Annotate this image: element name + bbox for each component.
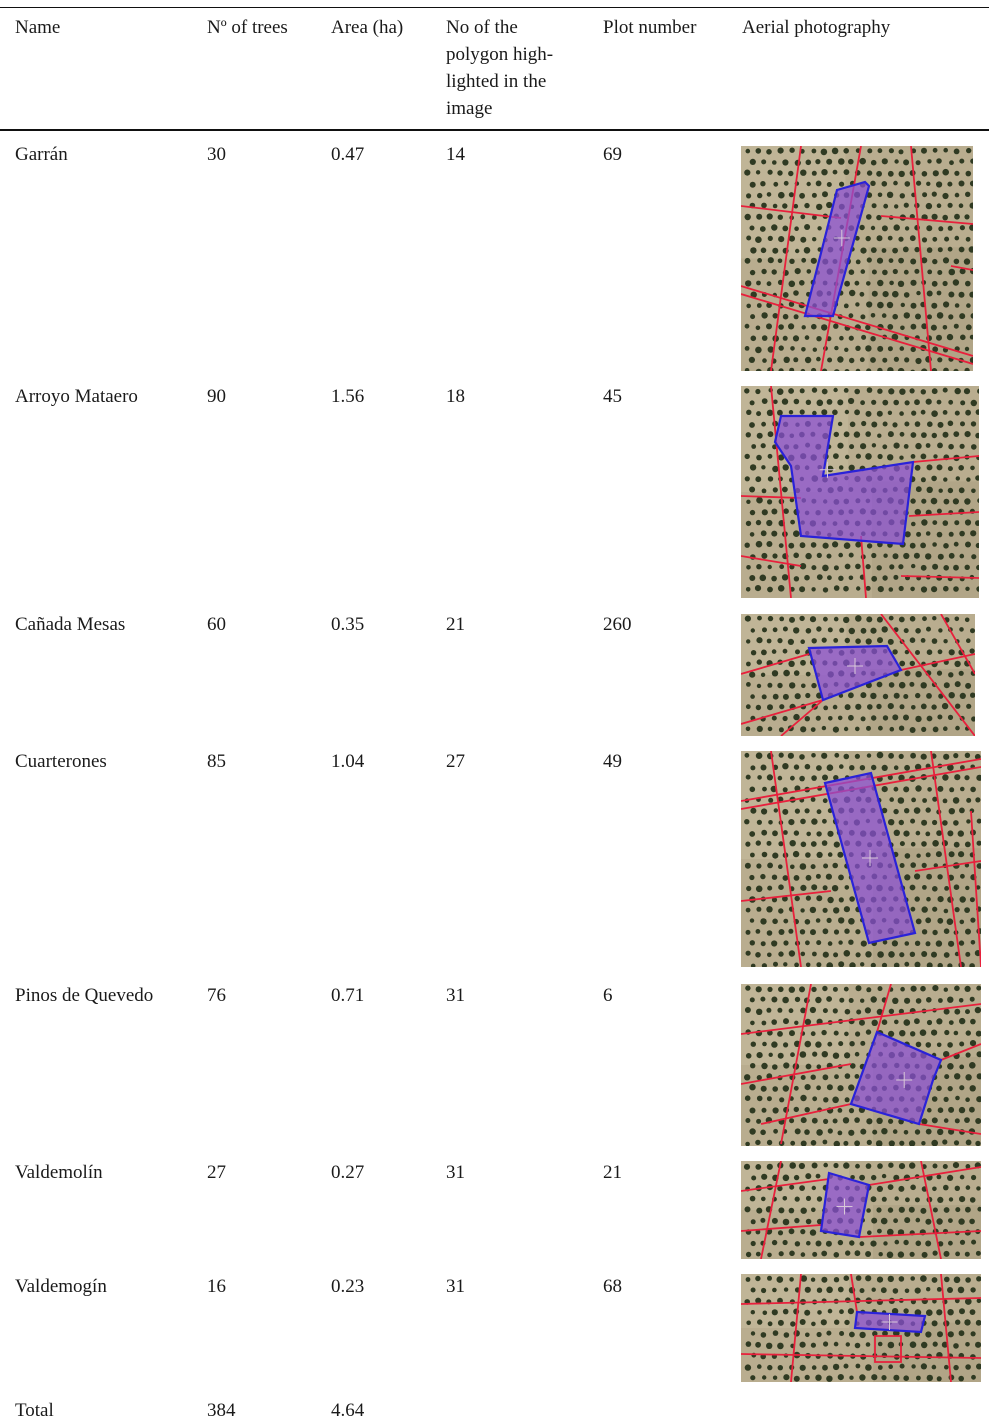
header-polygon-line: image <box>446 98 493 119</box>
cell-plot: 69 <box>603 144 622 165</box>
cell-area: 0.71 <box>331 985 365 1006</box>
total-area: 4.64 <box>331 1400 365 1421</box>
cell-name: Cañada Mesas <box>15 614 126 635</box>
cell-trees: 85 <box>207 751 226 772</box>
header-polygon: No of the polygon high- lighted in the i… <box>446 14 553 122</box>
cell-name: Cuarterones <box>15 751 107 772</box>
aerial-photo <box>741 751 981 967</box>
table-top-rule <box>0 7 989 8</box>
cell-plot: 260 <box>603 614 632 635</box>
header-bottom-rule <box>0 129 989 131</box>
header-photo: Aerial photography <box>742 17 891 38</box>
cell-polygon: 21 <box>446 614 465 635</box>
aerial-photo <box>741 386 979 598</box>
cell-plot: 68 <box>603 1276 622 1297</box>
aerial-photo <box>741 614 975 736</box>
cell-area: 0.23 <box>331 1276 365 1297</box>
total-trees: 384 <box>207 1400 236 1421</box>
cell-trees: 27 <box>207 1162 226 1183</box>
cell-polygon: 31 <box>446 1162 465 1183</box>
header-plot: Plot number <box>603 17 697 38</box>
cell-plot: 21 <box>603 1162 622 1183</box>
cell-area: 0.27 <box>331 1162 365 1183</box>
cell-area: 0.47 <box>331 144 365 165</box>
cell-trees: 30 <box>207 144 226 165</box>
aerial-photo <box>741 984 981 1146</box>
header-area: Area (ha) <box>331 17 404 38</box>
header-polygon-line: No of the <box>446 17 518 38</box>
cell-plot: 45 <box>603 386 622 407</box>
total-label: Total <box>15 1400 54 1421</box>
cell-name: Arroyo Mataero <box>15 386 138 407</box>
cell-polygon: 14 <box>446 144 465 165</box>
header-trees: Nº of trees <box>207 17 288 38</box>
header-name: Name <box>15 17 61 38</box>
cell-plot: 6 <box>603 985 613 1006</box>
header-polygon-line: polygon high- <box>446 44 554 65</box>
cell-name: Pinos de Quevedo <box>15 985 154 1006</box>
cell-area: 1.56 <box>331 386 365 407</box>
cell-polygon: 18 <box>446 386 465 407</box>
cell-name: Garrán <box>15 144 68 165</box>
cell-area: 0.35 <box>331 614 365 635</box>
aerial-photo <box>741 1274 981 1382</box>
cell-trees: 60 <box>207 614 226 635</box>
cell-polygon: 31 <box>446 985 465 1006</box>
cell-area: 1.04 <box>331 751 365 772</box>
cell-polygon: 27 <box>446 751 465 772</box>
cell-polygon: 31 <box>446 1276 465 1297</box>
header-polygon-line: lighted in the <box>446 71 547 92</box>
cell-trees: 90 <box>207 386 226 407</box>
aerial-photo <box>741 1161 981 1259</box>
cell-trees: 76 <box>207 985 226 1006</box>
cell-plot: 49 <box>603 751 622 772</box>
cell-name: Valdemogín <box>15 1276 107 1297</box>
cell-trees: 16 <box>207 1276 226 1297</box>
cell-name: Valdemolín <box>15 1162 103 1183</box>
aerial-photo <box>741 146 973 371</box>
